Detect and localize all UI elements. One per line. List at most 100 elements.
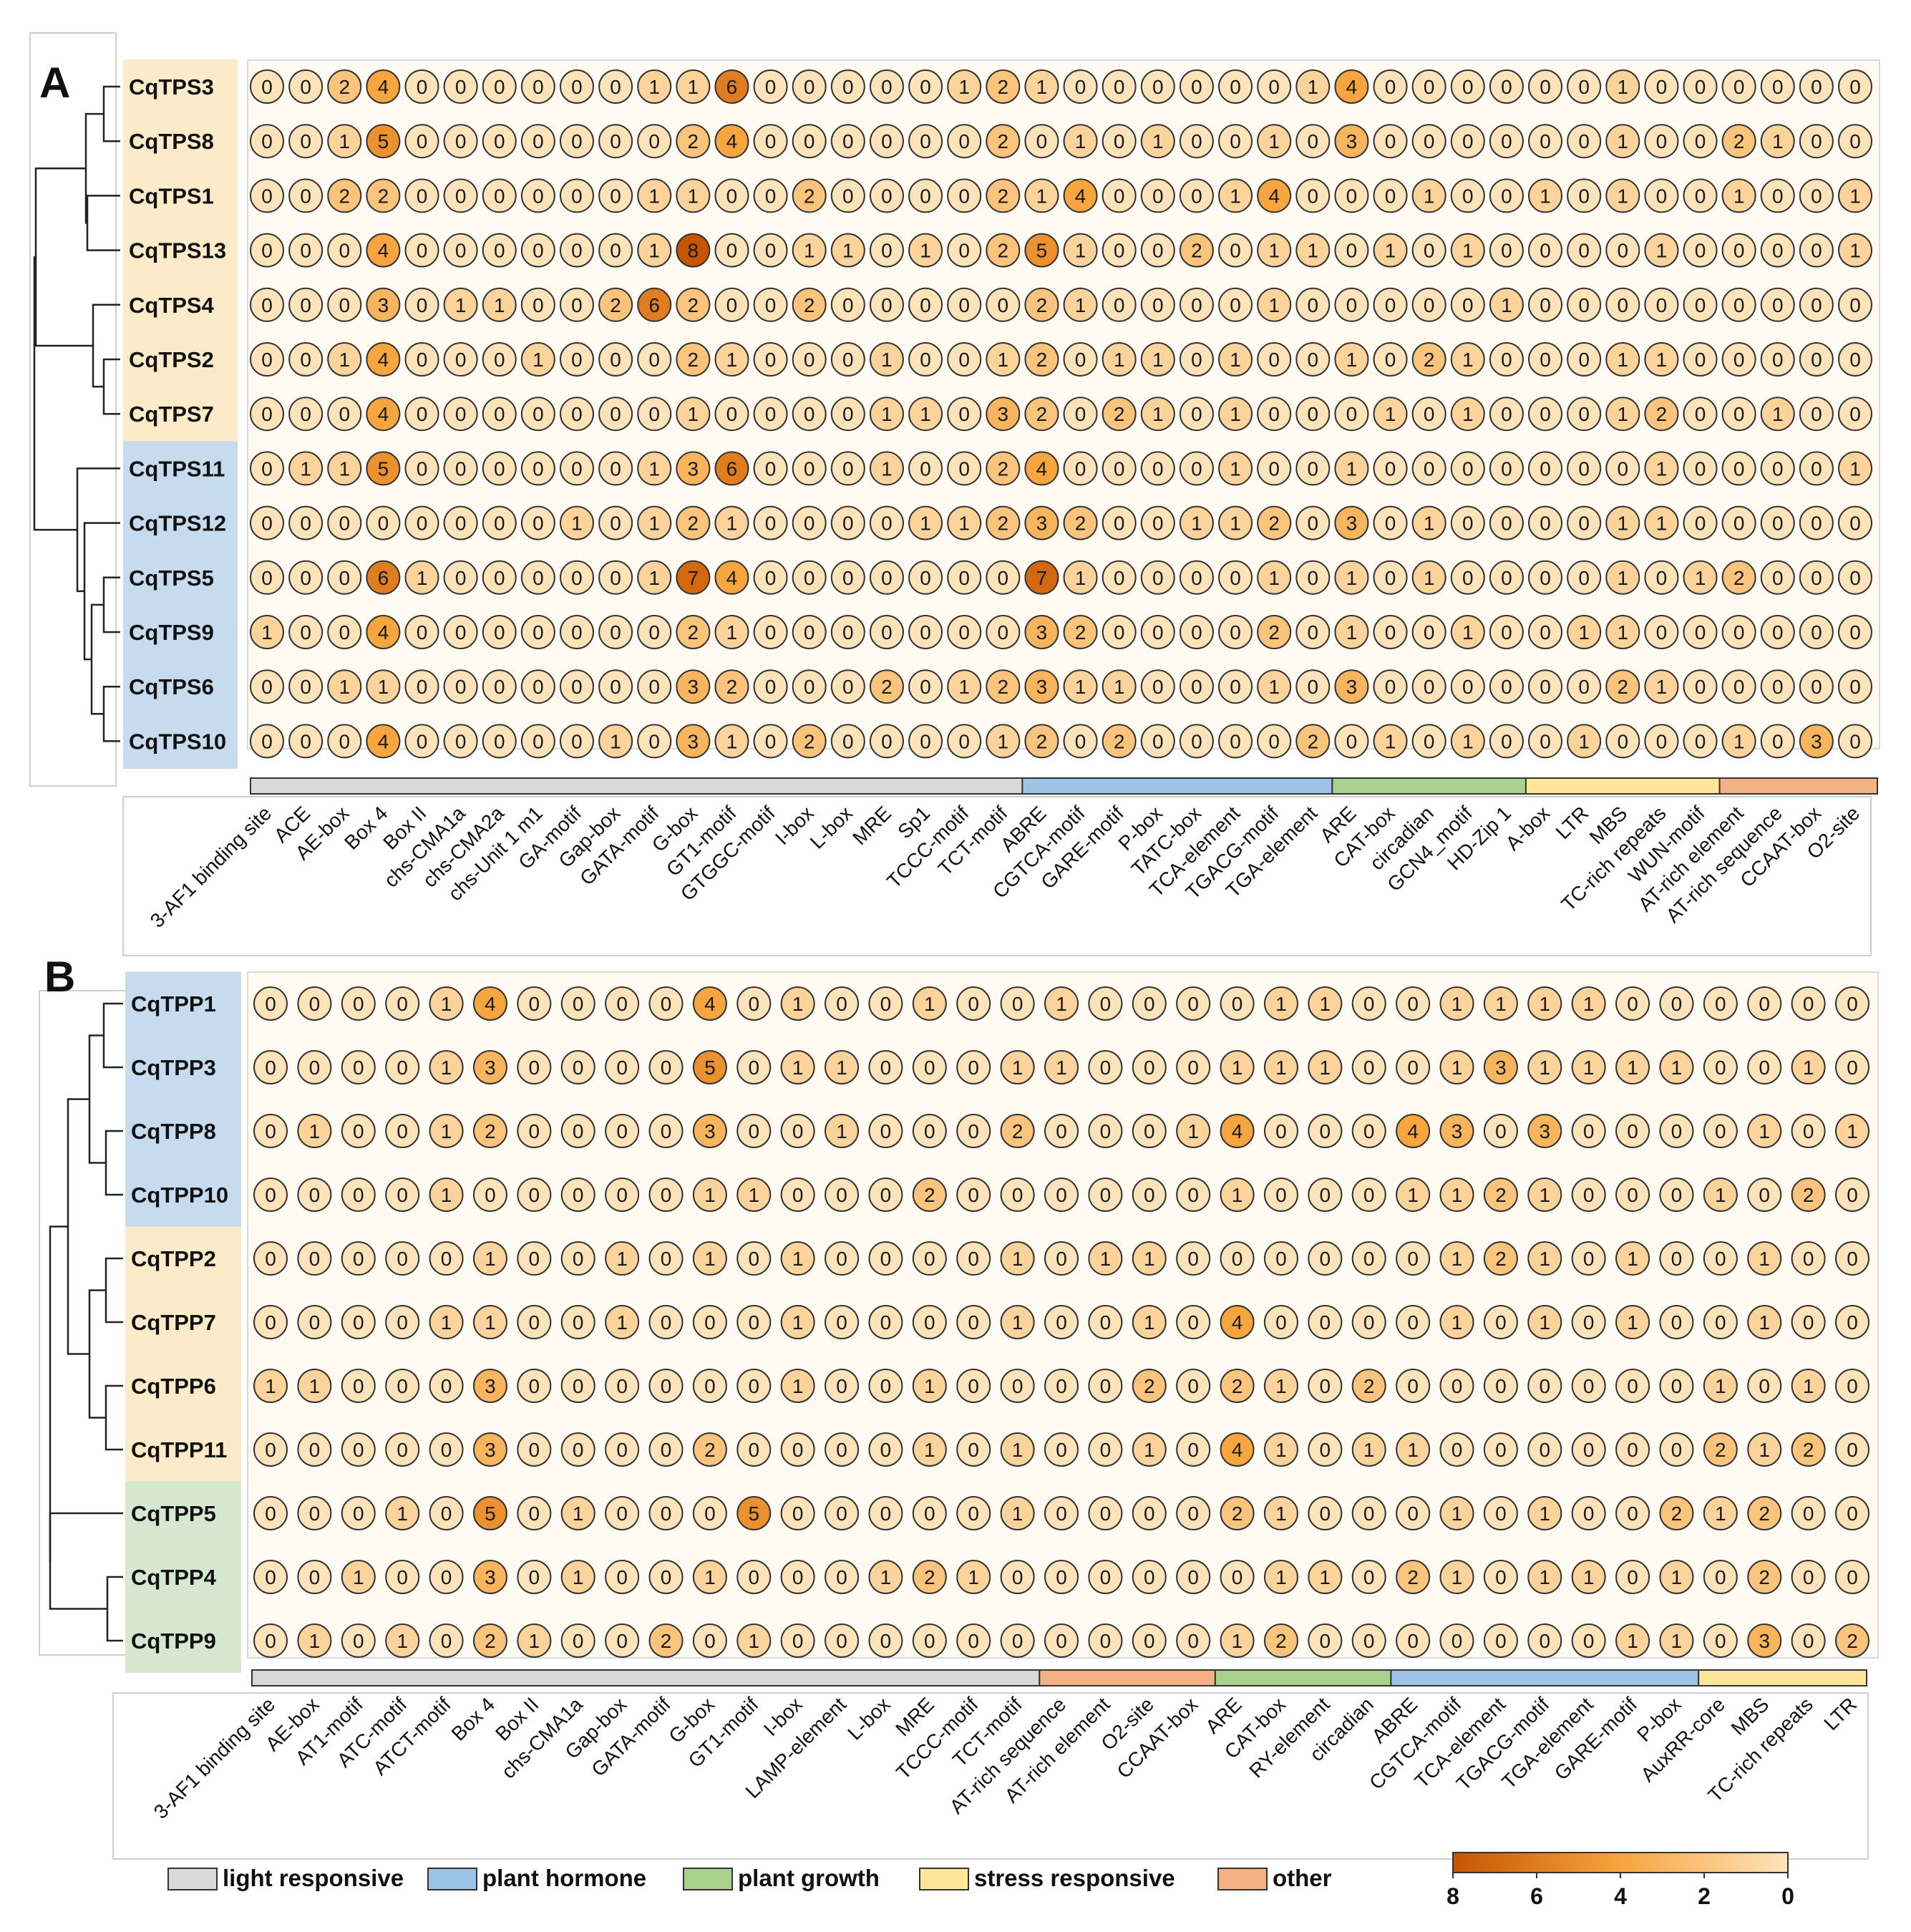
heat-cell xyxy=(1295,124,1331,159)
cell-value: 0 xyxy=(842,457,854,480)
cell-value: 0 xyxy=(1144,1503,1155,1525)
cell-value: 0 xyxy=(648,730,660,752)
cell-value: 0 xyxy=(494,567,505,589)
heat-cell xyxy=(1644,124,1679,159)
cell-value: 0 xyxy=(1346,185,1358,207)
heat-cell xyxy=(1439,1114,1474,1148)
cell-value: 0 xyxy=(1056,1248,1067,1270)
cell-value: 0 xyxy=(958,185,970,207)
heat-cell xyxy=(1132,1369,1167,1403)
cell-value: 0 xyxy=(1320,1375,1331,1397)
heat-cell xyxy=(1063,397,1098,432)
heat-cell xyxy=(1351,1623,1386,1658)
cell-value: 1 xyxy=(1617,76,1628,98)
heat-cell xyxy=(385,1432,420,1467)
cell-value: 0 xyxy=(300,403,311,425)
heat-cell xyxy=(288,724,324,759)
heat-cell xyxy=(605,1560,640,1594)
heat-cell xyxy=(1220,1560,1255,1594)
cell-value: 1 xyxy=(1187,1120,1199,1142)
heat-cell xyxy=(288,69,324,104)
cell-value: 0 xyxy=(1308,513,1319,535)
cell-value: 0 xyxy=(765,130,777,152)
column-label: LTR xyxy=(1552,802,1593,843)
heat-cell xyxy=(559,233,594,268)
heat-cell xyxy=(648,1178,684,1212)
heat-cell xyxy=(1703,1496,1738,1530)
cell-value: 0 xyxy=(1501,621,1512,644)
heat-cell xyxy=(637,287,672,322)
heat-cell xyxy=(253,986,288,1021)
cell-value: 0 xyxy=(1695,130,1706,152)
row-label: CqTPS3 xyxy=(129,74,214,99)
heat-cell xyxy=(1483,1560,1518,1594)
cell-value: 4 xyxy=(1232,1439,1243,1461)
heat-cell xyxy=(1411,342,1446,377)
cell-value: 0 xyxy=(261,567,273,589)
dendrogram-branch xyxy=(102,358,120,415)
heat-cell xyxy=(1140,397,1175,432)
heat-cell xyxy=(1373,287,1408,322)
cell-value: 0 xyxy=(1385,76,1396,98)
heat-cell xyxy=(1308,1114,1343,1148)
cell-value: 1 xyxy=(1849,185,1861,207)
heat-cell xyxy=(341,1432,376,1467)
cell-value: 0 xyxy=(1627,1120,1638,1142)
row-label: CqTPP2 xyxy=(131,1246,216,1271)
cell-value: 0 xyxy=(842,185,854,207)
cell-value: 0 xyxy=(1695,76,1706,98)
heat-cell xyxy=(1000,1496,1035,1530)
cell-value: 0 xyxy=(1114,457,1125,480)
cell-value: 0 xyxy=(968,1311,979,1334)
heat-cell xyxy=(1218,615,1253,649)
cell-value: 0 xyxy=(1187,993,1199,1015)
heat-cell xyxy=(1176,986,1211,1021)
row-label: CqTPP6 xyxy=(131,1374,216,1399)
cell-value: 0 xyxy=(261,76,273,98)
heat-cell xyxy=(648,1496,684,1530)
heat-cell xyxy=(1102,397,1137,432)
heat-cell xyxy=(1295,287,1331,322)
heat-cell xyxy=(1176,1050,1211,1084)
cell-value: 0 xyxy=(1495,1375,1507,1397)
heat-cell xyxy=(1000,1623,1035,1658)
row-label-bg xyxy=(125,1162,241,1227)
heat-cell xyxy=(692,1241,727,1276)
cell-value: 0 xyxy=(573,1439,584,1461)
column-label: L-box xyxy=(806,802,857,853)
cell-value: 0 xyxy=(1695,457,1706,480)
heat-cell xyxy=(1489,124,1524,159)
heat-cell xyxy=(1334,724,1369,759)
cell-value: 0 xyxy=(1583,1375,1595,1397)
heat-cell xyxy=(598,124,633,159)
heat-cell xyxy=(1799,69,1834,104)
heat-cell xyxy=(947,560,982,595)
heat-cell xyxy=(1179,124,1214,159)
heat-cell xyxy=(676,69,711,104)
cell-value: 0 xyxy=(417,349,428,371)
cell-value: 0 xyxy=(836,1184,847,1206)
heat-cell xyxy=(1179,560,1214,595)
cell-value: 0 xyxy=(261,676,273,698)
heat-cell xyxy=(341,1623,376,1658)
heat-cell xyxy=(1721,178,1756,213)
cell-value: 0 xyxy=(880,993,892,1015)
cell-value: 1 xyxy=(616,1311,628,1334)
cell-value: 0 xyxy=(1075,730,1086,752)
cell-value: 0 xyxy=(804,403,815,425)
cell-value: 0 xyxy=(765,621,777,644)
heat-cell xyxy=(736,1050,772,1084)
heat-cell xyxy=(1528,724,1563,759)
cell-value: 1 xyxy=(1671,1566,1683,1588)
cell-value: 5 xyxy=(1036,240,1048,262)
heat-cell xyxy=(288,178,324,213)
heat-cell xyxy=(1179,342,1214,377)
cell-value: 8 xyxy=(688,240,699,262)
cell-value: 1 xyxy=(648,240,660,262)
heat-cell xyxy=(1567,724,1602,759)
heat-cell xyxy=(1044,1432,1079,1467)
heat-cell xyxy=(1334,451,1369,486)
heat-cell xyxy=(1760,124,1795,159)
heat-cell xyxy=(1295,178,1331,213)
heat-cell xyxy=(598,69,633,104)
